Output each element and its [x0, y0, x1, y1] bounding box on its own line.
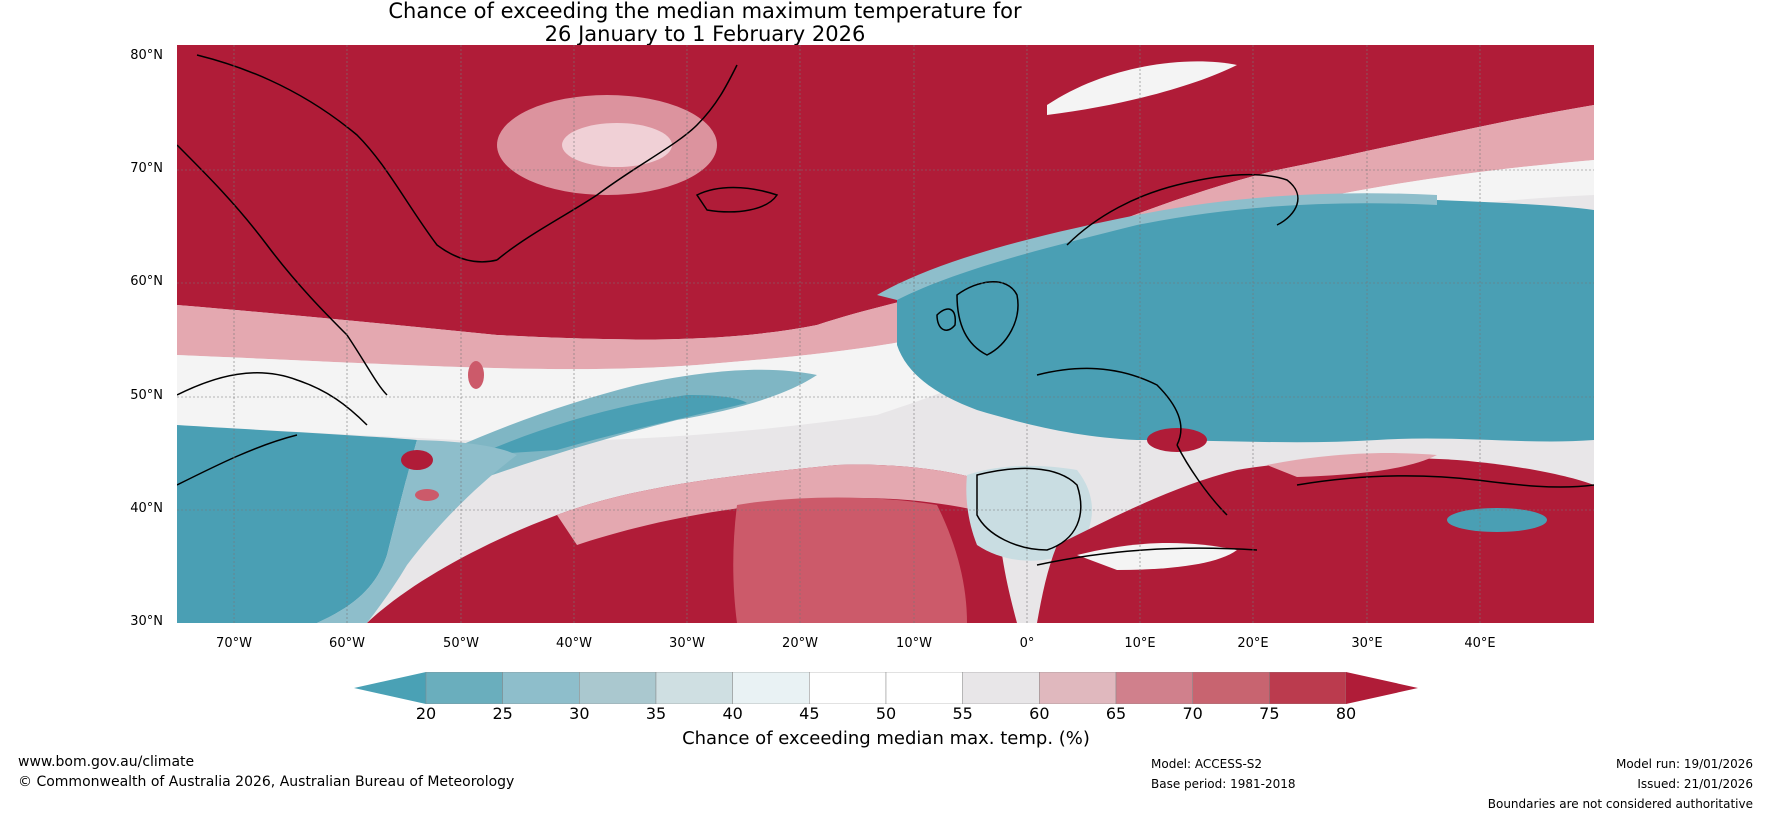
lat-label-40n: 40°N — [130, 501, 163, 516]
lon-label-50w: 50°W — [443, 636, 479, 651]
coastline-turkey — [1296, 475, 1594, 488]
coastline-canada-maritimes — [177, 372, 368, 426]
colorbar-tick-label: 40 — [722, 704, 743, 723]
region-spot-high-3 — [468, 361, 484, 389]
colorbar-tick-label: 30 — [569, 704, 590, 723]
colorbar-cell — [885, 672, 963, 704]
coastline-greenland-west — [196, 54, 498, 263]
coastline-north-africa — [1036, 547, 1258, 566]
map-canvas — [177, 45, 1594, 623]
coastline-great-britain — [956, 281, 1019, 356]
lat-label-60n: 60°N — [130, 274, 163, 289]
colorbar-cell — [1115, 672, 1193, 704]
colorbar-tick-label: 55 — [952, 704, 973, 723]
colorbar-cell — [579, 672, 657, 704]
region-high-transition — [177, 105, 1594, 370]
colorbar-tick-label: 50 — [875, 704, 897, 723]
colorbar-cell — [655, 672, 733, 704]
lat-label-50n: 50°N — [130, 388, 163, 403]
colorbar-cell — [502, 672, 580, 704]
coastline-north-america — [177, 144, 388, 396]
lon-label-60w: 60°W — [329, 636, 365, 651]
region-low-europe-fringe — [877, 193, 1437, 300]
footer-model: Model: ACCESS-S2 — [1151, 757, 1263, 771]
chart-title: Chance of exceeding the median maximum t… — [0, 0, 1410, 46]
colorbar-cell — [1269, 672, 1347, 704]
colorbar-tick-label: 75 — [1259, 704, 1280, 723]
footer-disclaimer: Boundaries are not considered authoritat… — [1487, 797, 1753, 811]
region-high-south-fringe — [557, 464, 997, 545]
coastline-scandinavia — [1066, 173, 1299, 246]
lon-label-30e: 30°E — [1351, 636, 1383, 651]
region-spot-high-1 — [401, 450, 433, 470]
colorbar-tick-label: 20 — [415, 704, 437, 723]
lon-label-70w: 70°W — [216, 636, 252, 651]
colorbar-cell — [1192, 672, 1270, 704]
colorbar-cell — [1039, 672, 1117, 704]
title-line-2: 26 January to 1 February 2026 — [544, 22, 866, 46]
coastline-iceland — [695, 186, 779, 213]
region-high-south-mid — [733, 497, 967, 623]
region-balkans — [1267, 453, 1437, 477]
lon-label-20w: 20°W — [782, 636, 818, 651]
region-spot-high-2 — [415, 489, 439, 501]
colorbar-label: Chance of exceeding median max. temp. (%… — [682, 728, 1090, 749]
lon-label-20e: 20°E — [1237, 636, 1269, 651]
lon-label-40e: 40°E — [1464, 636, 1496, 651]
colorbar-extend-high — [1346, 672, 1418, 704]
colorbar-cell — [732, 672, 810, 704]
lon-label-10e: 10°E — [1124, 636, 1156, 651]
colorbar-cell — [962, 672, 1040, 704]
region-neutral-north-africa — [1077, 543, 1237, 570]
colorbar-tick-label: 80 — [1335, 704, 1357, 723]
footer-base-period: Base period: 1981-2018 — [1151, 777, 1296, 791]
region-very-low-europe — [897, 198, 1594, 443]
colorbar-tick-label: 70 — [1182, 704, 1203, 723]
lon-label-30w: 30°W — [669, 636, 705, 651]
coastline-italy — [1176, 444, 1228, 516]
lat-label-80n: 80°N — [130, 48, 163, 63]
lon-label-0: 0° — [1019, 636, 1035, 651]
colorbar-tick-label: 25 — [492, 704, 513, 723]
colorbar — [354, 672, 1418, 704]
region-very-high-mediterranean — [1037, 458, 1594, 623]
colorbar-cell — [425, 672, 503, 704]
coastline-iberia — [976, 467, 1082, 551]
lat-label-70n: 70°N — [130, 161, 163, 176]
region-alps-high — [1147, 428, 1207, 452]
colorbar-tick-label: 45 — [799, 704, 820, 723]
colorbar-extend-low — [354, 672, 426, 704]
lon-label-40w: 40°W — [556, 636, 592, 651]
region-low-west-fringe — [317, 440, 517, 623]
coastline-france — [1036, 367, 1182, 446]
lat-label-30n: 30°N — [130, 614, 163, 629]
lon-label-10w: 10°W — [896, 636, 932, 651]
coastline-ireland — [936, 308, 956, 331]
coastline-us-east — [177, 434, 298, 486]
footer-issued: Issued: 21/01/2026 — [1637, 777, 1753, 791]
region-very-low-atlantic — [477, 395, 747, 455]
colorbar-cell — [809, 672, 887, 704]
colorbar-tick-label: 65 — [1105, 704, 1127, 723]
coastlines — [177, 54, 1594, 566]
title-line-1: Chance of exceeding the median maximum t… — [388, 0, 1022, 23]
region-turkey-low — [1447, 508, 1547, 532]
forecast-map — [177, 45, 1594, 623]
footer-copyright: © Commonwealth of Australia 2026, Austra… — [18, 774, 515, 790]
colorbar-tick-label: 60 — [1029, 704, 1050, 723]
footer-website: www.bom.gov.au/climate — [18, 754, 195, 770]
graticule — [177, 45, 1594, 623]
region-very-low-west — [177, 425, 417, 623]
coastline-greenland-east — [496, 64, 738, 261]
colorbar-tick-label: 35 — [645, 704, 667, 723]
footer-model-run: Model run: 19/01/2026 — [1615, 757, 1753, 771]
region-greenland-core — [562, 123, 672, 167]
region-svalbard-neutral — [1047, 61, 1237, 115]
